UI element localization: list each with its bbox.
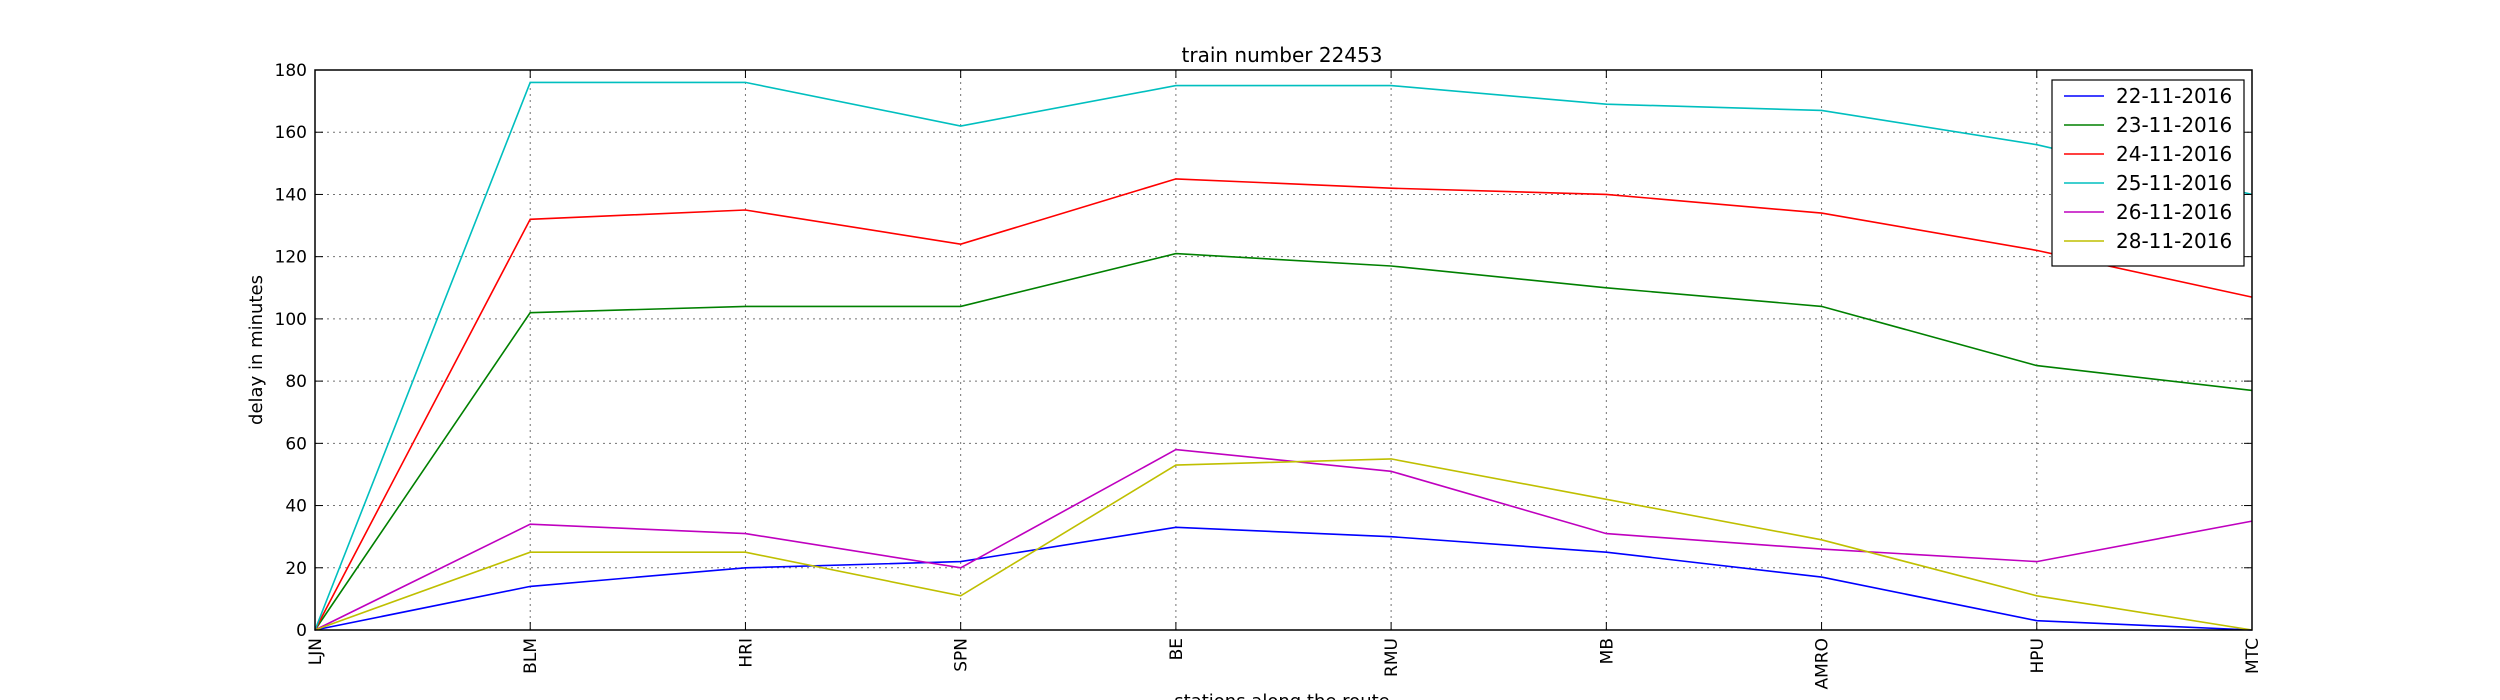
legend-entry-label: 26-11-2016	[2116, 200, 2232, 224]
x-tick-label: SPN	[952, 638, 972, 672]
y-axis-label: delay in minutes	[246, 275, 267, 425]
y-axis-ticks: 0 20 40 60 80 100 120 140 160 180	[275, 61, 2252, 641]
y-tick-label: 80	[285, 372, 307, 392]
x-axis-label: stations along the route	[1174, 691, 1389, 700]
x-tick-label: HRI	[736, 638, 756, 668]
x-tick-label: BLM	[521, 638, 541, 674]
series-line-22-11-2016	[314, 526, 2253, 631]
y-tick-label: 160	[275, 123, 307, 143]
legend: 22-11-2016 23-11-2016 24-11-2016 25-11-2016…	[2051, 79, 2245, 267]
legend-entry-label: 22-11-2016	[2116, 84, 2232, 108]
x-tick-label: MTC	[2243, 638, 2263, 674]
legend-box	[2051, 79, 2245, 267]
y-tick-label: 120	[275, 248, 307, 268]
x-axis-ticks: LJN BLM HRI SPN BE RMU MB AMRO HPU MTC	[306, 70, 2263, 690]
chart-title: train number 22453	[1182, 43, 1383, 67]
series-line-28-11-2016	[314, 458, 2253, 631]
x-tick-label: BE	[1167, 638, 1187, 660]
y-tick-label: 20	[285, 559, 307, 579]
y-tick-label: 40	[285, 497, 307, 517]
series-line-25-11-2016	[314, 81, 2253, 631]
x-tick-label: MB	[1597, 638, 1617, 664]
legend-entry-label: 28-11-2016	[2116, 229, 2232, 253]
y-tick-label: 180	[275, 61, 307, 81]
legend-entry-label: 24-11-2016	[2116, 142, 2232, 166]
x-tick-label: LJN	[306, 638, 326, 665]
series-line-23-11-2016	[314, 252, 2253, 631]
y-tick-label: 60	[285, 434, 307, 454]
y-tick-label: 140	[275, 185, 307, 205]
y-tick-label: 100	[275, 310, 307, 330]
plot-frame	[314, 69, 2253, 631]
x-tick-label: HPU	[2028, 638, 2048, 673]
x-tick-label: AMRO	[1813, 638, 1833, 690]
grid	[315, 70, 2252, 630]
series-line-26-11-2016	[314, 448, 2253, 631]
series-lines	[314, 81, 2253, 631]
x-tick-label: RMU	[1382, 638, 1402, 677]
legend-entry-label: 25-11-2016	[2116, 171, 2232, 195]
y-tick-label: 0	[296, 621, 307, 641]
legend-entry-label: 23-11-2016	[2116, 113, 2232, 137]
series-line-24-11-2016	[314, 178, 2253, 631]
